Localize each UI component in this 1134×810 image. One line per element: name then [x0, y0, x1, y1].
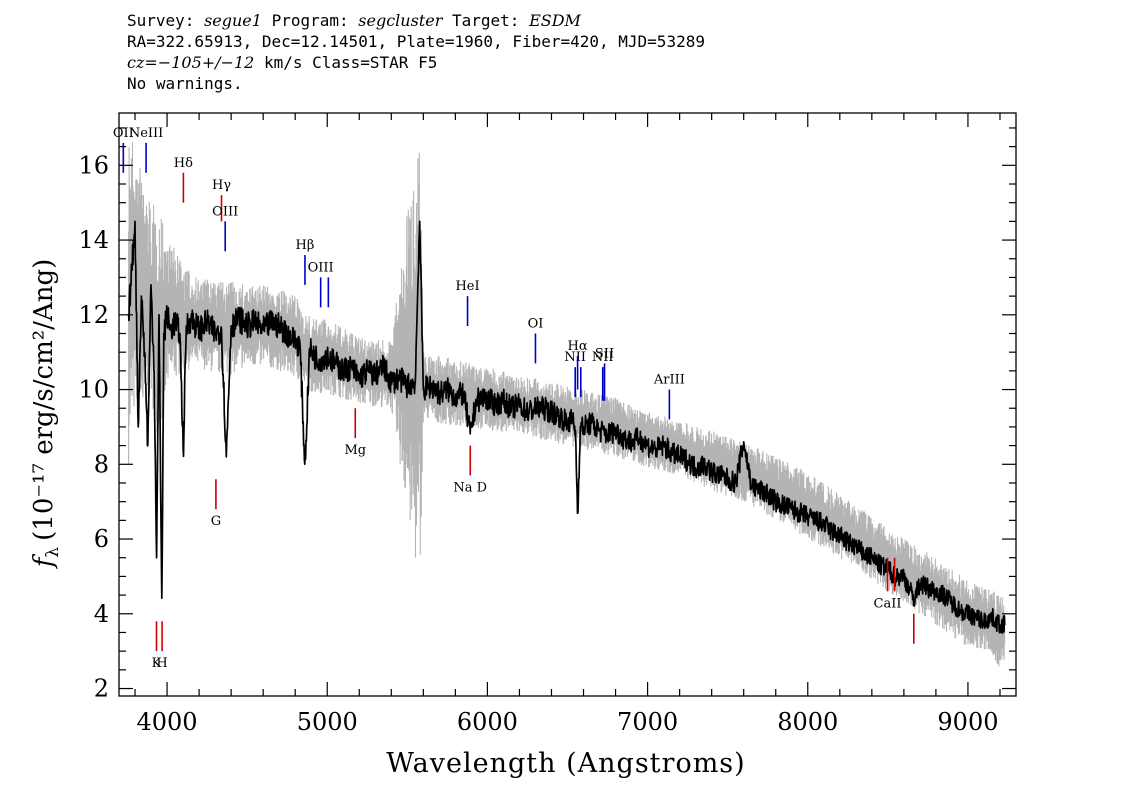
line-label: K	[152, 656, 162, 671]
program-label: Program:	[271, 11, 349, 30]
x-tick-label: 4000	[137, 708, 198, 736]
line-label: NeIII	[129, 126, 163, 141]
line-label: Hγ	[212, 178, 231, 193]
line-label: Hβ	[296, 238, 315, 253]
y-tick-label: 4	[94, 600, 109, 628]
y-axis-label: fλ(10⁻¹⁷ erg/s/cm²/Ang)	[29, 259, 63, 570]
y-tick-label: 8	[94, 450, 109, 478]
line-label: Na D	[453, 481, 487, 496]
spectrum-header: Survey: segue1 Program: segcluster Targe…	[127, 10, 1027, 94]
line-label: OII	[113, 126, 134, 141]
axes: 4000 5000 6000 7000 8000 9000 2 4 6 8 10 12 14 16	[78, 112, 1017, 736]
plot-frame	[118, 112, 1017, 697]
noise-band	[128, 141, 1006, 667]
flux-line	[127, 220, 1006, 634]
header-line-4: No warnings.	[127, 74, 243, 93]
y-tick-label: 6	[94, 525, 109, 553]
line-label: OI	[528, 316, 544, 331]
header-line-2: RA=322.65913, Dec=12.14501, Plate=1960, …	[127, 32, 705, 51]
header-line-3: cz=−105+/−12 km/s Class=STAR F5	[127, 52, 1027, 73]
line-label: OIII	[212, 204, 238, 219]
line-label: CaII	[874, 596, 902, 611]
target-value: ESDM	[529, 11, 581, 30]
plot-area: OIINeIIIHδHγOIIIHβOIIIHeIOINIIHαNIISIIAr…	[113, 126, 1006, 671]
y-tick-label: 2	[94, 675, 109, 703]
line-label: H	[156, 656, 167, 671]
line-label: NII	[592, 350, 614, 365]
x-tick-label: 7000	[617, 708, 678, 736]
y-tick-label: 10	[78, 376, 109, 404]
x-tick-label: 9000	[937, 708, 998, 736]
line-label: SII	[595, 346, 614, 361]
line-label: OIII	[308, 260, 334, 275]
line-label: Mg	[344, 443, 366, 458]
survey-value: segue1	[204, 11, 262, 30]
y-tick-label: 14	[78, 226, 109, 254]
y-axis-subscript: λ	[43, 547, 63, 558]
x-tick-label: 8000	[777, 708, 838, 736]
cz-rest: km/s Class=STAR F5	[254, 53, 438, 72]
y-tick-label: 16	[78, 151, 109, 179]
target-label: Target:	[452, 11, 520, 30]
x-tick-label: 5000	[297, 708, 358, 736]
y-axis-units: (10⁻¹⁷ erg/s/cm²/Ang)	[29, 259, 59, 541]
line-label: HeI	[455, 279, 479, 294]
cz-value: −105+/−12	[157, 53, 255, 72]
plot-inner	[127, 141, 1006, 667]
survey-label: Survey:	[127, 11, 195, 30]
x-axis-label: Wavelength (Angstroms)	[386, 748, 745, 779]
program-value: segcluster	[358, 11, 443, 30]
line-label: Hα	[568, 339, 588, 354]
cz-label: cz=	[127, 53, 158, 72]
line-label: NII	[564, 350, 586, 365]
line-label: G	[211, 514, 221, 529]
y-tick-label: 12	[78, 301, 109, 329]
header-line-1: Survey: segue1 Program: segcluster Targe…	[127, 10, 1027, 31]
line-label: Hδ	[174, 156, 193, 171]
line-label: ArIII	[653, 373, 685, 388]
x-tick-label: 6000	[457, 708, 518, 736]
